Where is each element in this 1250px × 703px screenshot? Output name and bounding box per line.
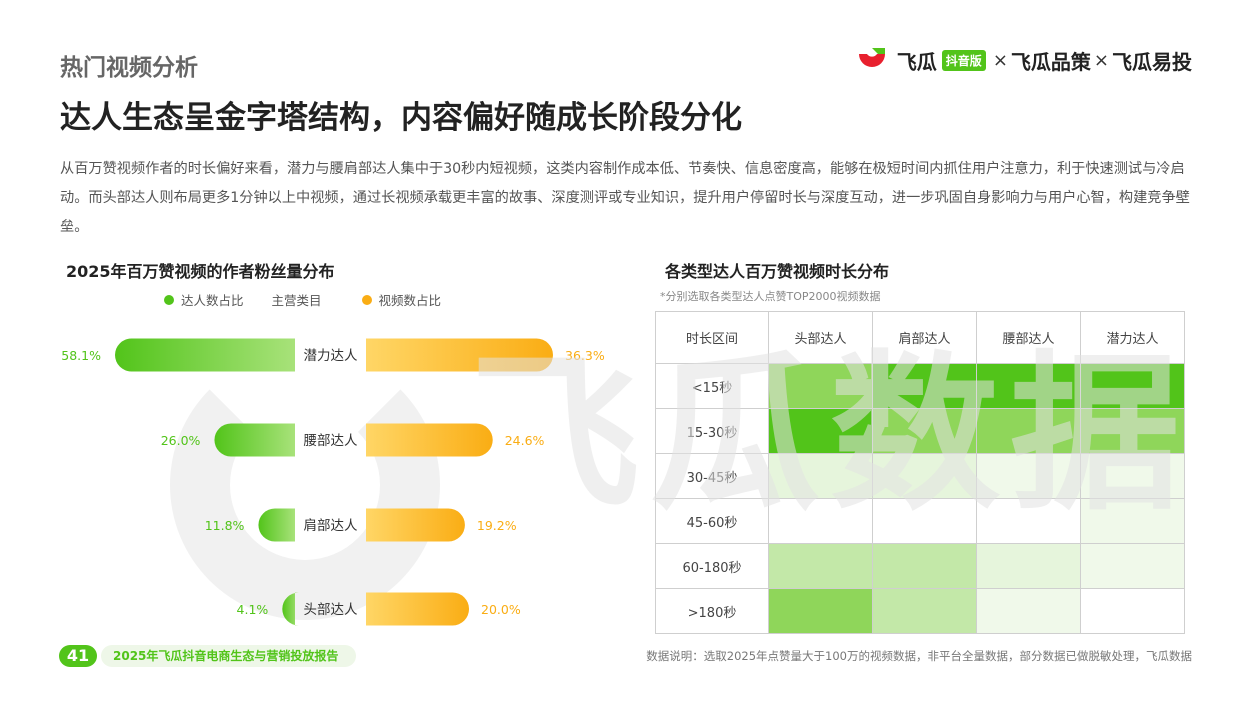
heatmap-cell-0-2 <box>976 363 1081 409</box>
heatmap-body: <15秒 15-30秒 30-45秒 45-60秒 60-180秒 >180秒 <box>655 363 1185 634</box>
value-label-videos-2: 19.2% <box>477 518 517 533</box>
heatmap-cell-2-1 <box>872 453 977 499</box>
value-label-creators-0: 58.1% <box>61 348 101 363</box>
page-number: 41 <box>59 645 97 667</box>
heatmap-cell-3-1 <box>872 498 977 544</box>
legend-item-creators: 达人数占比 <box>164 290 244 309</box>
heatmap-cell-4-0 <box>768 543 873 589</box>
brand-logo: 飞瓜 抖音版 × 飞瓜品策 × 飞瓜易投 <box>855 45 1192 75</box>
right-chart-note: *分别选取各类型达人点赞TOP2000视频数据 <box>660 290 881 303</box>
value-label-videos-1: 24.6% <box>505 433 545 448</box>
report-title: 2025年飞瓜抖音电商生态与营销投放报告 <box>101 645 357 667</box>
category-label-0: 潜力达人 <box>304 348 358 364</box>
legend-label-videos: 视频数占比 <box>378 293 442 308</box>
value-label-videos-0: 36.3% <box>565 348 605 363</box>
heatmap-cell-0-1 <box>872 363 977 409</box>
category-label-3: 头部达人 <box>304 602 358 618</box>
bar-videos-3 <box>366 592 470 626</box>
heatmap-header-row: 时长区间 头部达人 肩部达人 腰部达人 潜力达人 <box>655 311 1185 364</box>
heatmap-cell-4-3 <box>1080 543 1185 589</box>
heatmap-cell-5-0 <box>768 588 873 634</box>
bar-creators-0 <box>115 338 295 372</box>
heatmap-row-label-5: >180秒 <box>655 588 769 634</box>
heatmap-row: 30-45秒 <box>655 453 1185 499</box>
data-note: 数据说明：选取2025年点赞量大于100万的视频数据，非平台全量数据，部分数据已… <box>646 649 1192 663</box>
heatmap-cell-0-3 <box>1080 363 1185 409</box>
heatmap-cell-5-1 <box>872 588 977 634</box>
value-label-creators-1: 26.0% <box>161 433 201 448</box>
melon-logo-icon <box>858 48 885 67</box>
heatmap-column-header-3: 潜力达人 <box>1080 311 1185 364</box>
section-title: 热门视频分析 <box>60 55 198 81</box>
butterfly-bar-chart: 潜力达人 58.1% 36.3% 腰部达人 26.0% 24.6% 肩部达人 11.8% 19.… <box>61 338 605 626</box>
heatmap-row: 15-30秒 <box>655 408 1185 454</box>
green-dot-icon <box>164 294 174 305</box>
heatmap-cell-1-0 <box>768 408 873 454</box>
heatmap-row-label-3: 45-60秒 <box>655 498 769 544</box>
legend-item-videos: 视频数占比 <box>361 290 442 309</box>
heatmap-cell-5-2 <box>976 588 1081 634</box>
heatmap-row: >180秒 <box>655 588 1185 634</box>
legend-label-creators: 达人数占比 <box>181 293 244 308</box>
right-chart-title: 各类型达人百万赞视频时长分布 <box>665 262 890 281</box>
orange-dot-icon <box>361 294 372 305</box>
heatmap-row: <15秒 <box>655 363 1185 409</box>
left-chart-title: 2025年百万赞视频的作者粉丝量分布 <box>66 262 335 281</box>
heatmap-cell-2-2 <box>976 453 1081 499</box>
value-label-creators-3: 4.1% <box>237 602 269 617</box>
brand-separator-2: × <box>1093 49 1109 71</box>
heatmap-cell-3-2 <box>976 498 1081 544</box>
value-label-videos-3: 20.0% <box>481 602 521 617</box>
bar-videos-1 <box>366 423 493 457</box>
heatmap-corner-header: 时长区间 <box>655 311 769 364</box>
bar-videos-0 <box>366 338 553 372</box>
heatmap-cell-2-3 <box>1080 453 1185 499</box>
heatmap-cell-4-1 <box>872 543 977 589</box>
heatmap-row: 60-180秒 <box>655 543 1185 589</box>
bar-videos-2 <box>366 508 465 542</box>
left-chart-legend: 达人数占比 主营类目 视频数占比 <box>164 290 441 309</box>
brand-separator: × <box>992 49 1008 71</box>
bar-creators-2 <box>258 508 295 542</box>
brand-name-3: 飞瓜易投 <box>1112 49 1192 74</box>
heatmap-row-label-2: 30-45秒 <box>655 453 769 499</box>
heatmap-cell-5-3 <box>1080 588 1185 634</box>
heatmap-row: 45-60秒 <box>655 498 1185 544</box>
heatmap-column-header-1: 肩部达人 <box>872 311 977 364</box>
heatmap-cell-3-3 <box>1080 498 1185 544</box>
duration-heatmap-table: 时长区间 头部达人 肩部达人 腰部达人 潜力达人 <15秒 15-30秒 30-45秒 45-… <box>655 311 1185 634</box>
heatmap-cell-1-2 <box>976 408 1081 454</box>
value-label-creators-2: 11.8% <box>205 518 245 533</box>
legend-label-category: 主营类目 <box>271 293 322 308</box>
page-headline: 达人生态呈金字塔结构，内容偏好随成长阶段分化 <box>60 100 742 136</box>
brand-badge: 抖音版 <box>941 49 986 71</box>
heatmap-cell-4-2 <box>976 543 1081 589</box>
heatmap-row-label-4: 60-180秒 <box>655 543 769 589</box>
intro-paragraph: 从百万赞视频作者的时长偏好来看，潜力与腰肩部达人集中于30秒内短视频，这类内容制… <box>60 161 1190 235</box>
heatmap-cell-2-0 <box>768 453 873 499</box>
category-label-1: 腰部达人 <box>304 433 358 449</box>
brand-name-2: 飞瓜品策 <box>1010 49 1091 74</box>
heatmap-cell-3-0 <box>768 498 873 544</box>
bar-creators-1 <box>214 423 295 457</box>
heatmap-column-header-2: 腰部达人 <box>976 311 1081 364</box>
category-label-2: 肩部达人 <box>304 518 358 534</box>
heatmap-cell-1-3 <box>1080 408 1185 454</box>
heatmap-row-label-1: 15-30秒 <box>655 408 769 454</box>
bar-creators-3 <box>282 592 299 626</box>
heatmap-cell-1-1 <box>872 408 977 454</box>
heatmap-cell-0-0 <box>768 363 873 409</box>
heatmap-row-label-0: <15秒 <box>655 363 769 409</box>
brand-name: 飞瓜 <box>896 49 937 74</box>
heatmap-column-header-0: 头部达人 <box>768 311 873 364</box>
